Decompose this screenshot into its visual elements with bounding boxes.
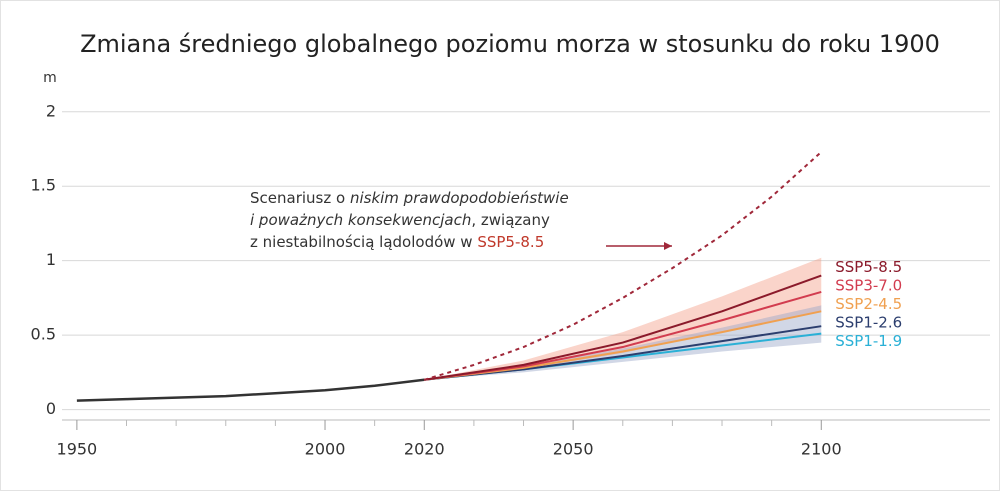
y-tick-label: 1.5	[31, 176, 56, 195]
historical-line	[76, 378, 425, 402]
x-tick-label: 2020	[404, 440, 445, 459]
y-tick-label: 0	[46, 399, 56, 418]
annotation-line: i poważnych konsekwencjach, związany	[250, 211, 550, 229]
y-tick-label: 0.5	[31, 325, 56, 344]
y-tick-label: 2	[46, 101, 56, 120]
range-band	[424, 257, 822, 380]
x-tick-label: 2000	[305, 440, 346, 459]
annotation-text: niskim prawdopodobieństwie	[350, 189, 569, 207]
annotation-text: z niestabilnością lądolodów w	[250, 233, 477, 251]
x-tick-label: 2050	[553, 440, 594, 459]
annotation-text: Scenariusz o	[250, 189, 350, 207]
x-tick-label: 1950	[57, 440, 98, 459]
series-label: SSP1-1.9	[835, 332, 902, 350]
y-unit: m	[43, 70, 57, 86]
annotation-line: z niestabilnością lądolodów w SSP5-8.5	[250, 233, 544, 251]
series-label: SSP2-4.5	[835, 295, 902, 313]
series-label: SSP3-7.0	[835, 277, 902, 295]
annotation-text: SSP5-8.5	[477, 233, 544, 251]
annotation-text: i poważnych konsekwencjach	[250, 211, 471, 229]
annotation-arrowhead	[664, 242, 672, 250]
series-label: SSP1-2.6	[835, 314, 902, 332]
series-label: SSP5-8.5	[835, 258, 902, 276]
y-tick-label: 1	[46, 250, 56, 269]
annotation-line: Scenariusz o niskim prawdopodobieństwie	[250, 189, 569, 207]
x-tick-label: 2100	[801, 440, 842, 459]
annotation-text: , związany	[471, 211, 550, 229]
series-line	[424, 274, 822, 381]
chart-title: Zmiana średniego globalnego poziomu morz…	[80, 30, 940, 58]
